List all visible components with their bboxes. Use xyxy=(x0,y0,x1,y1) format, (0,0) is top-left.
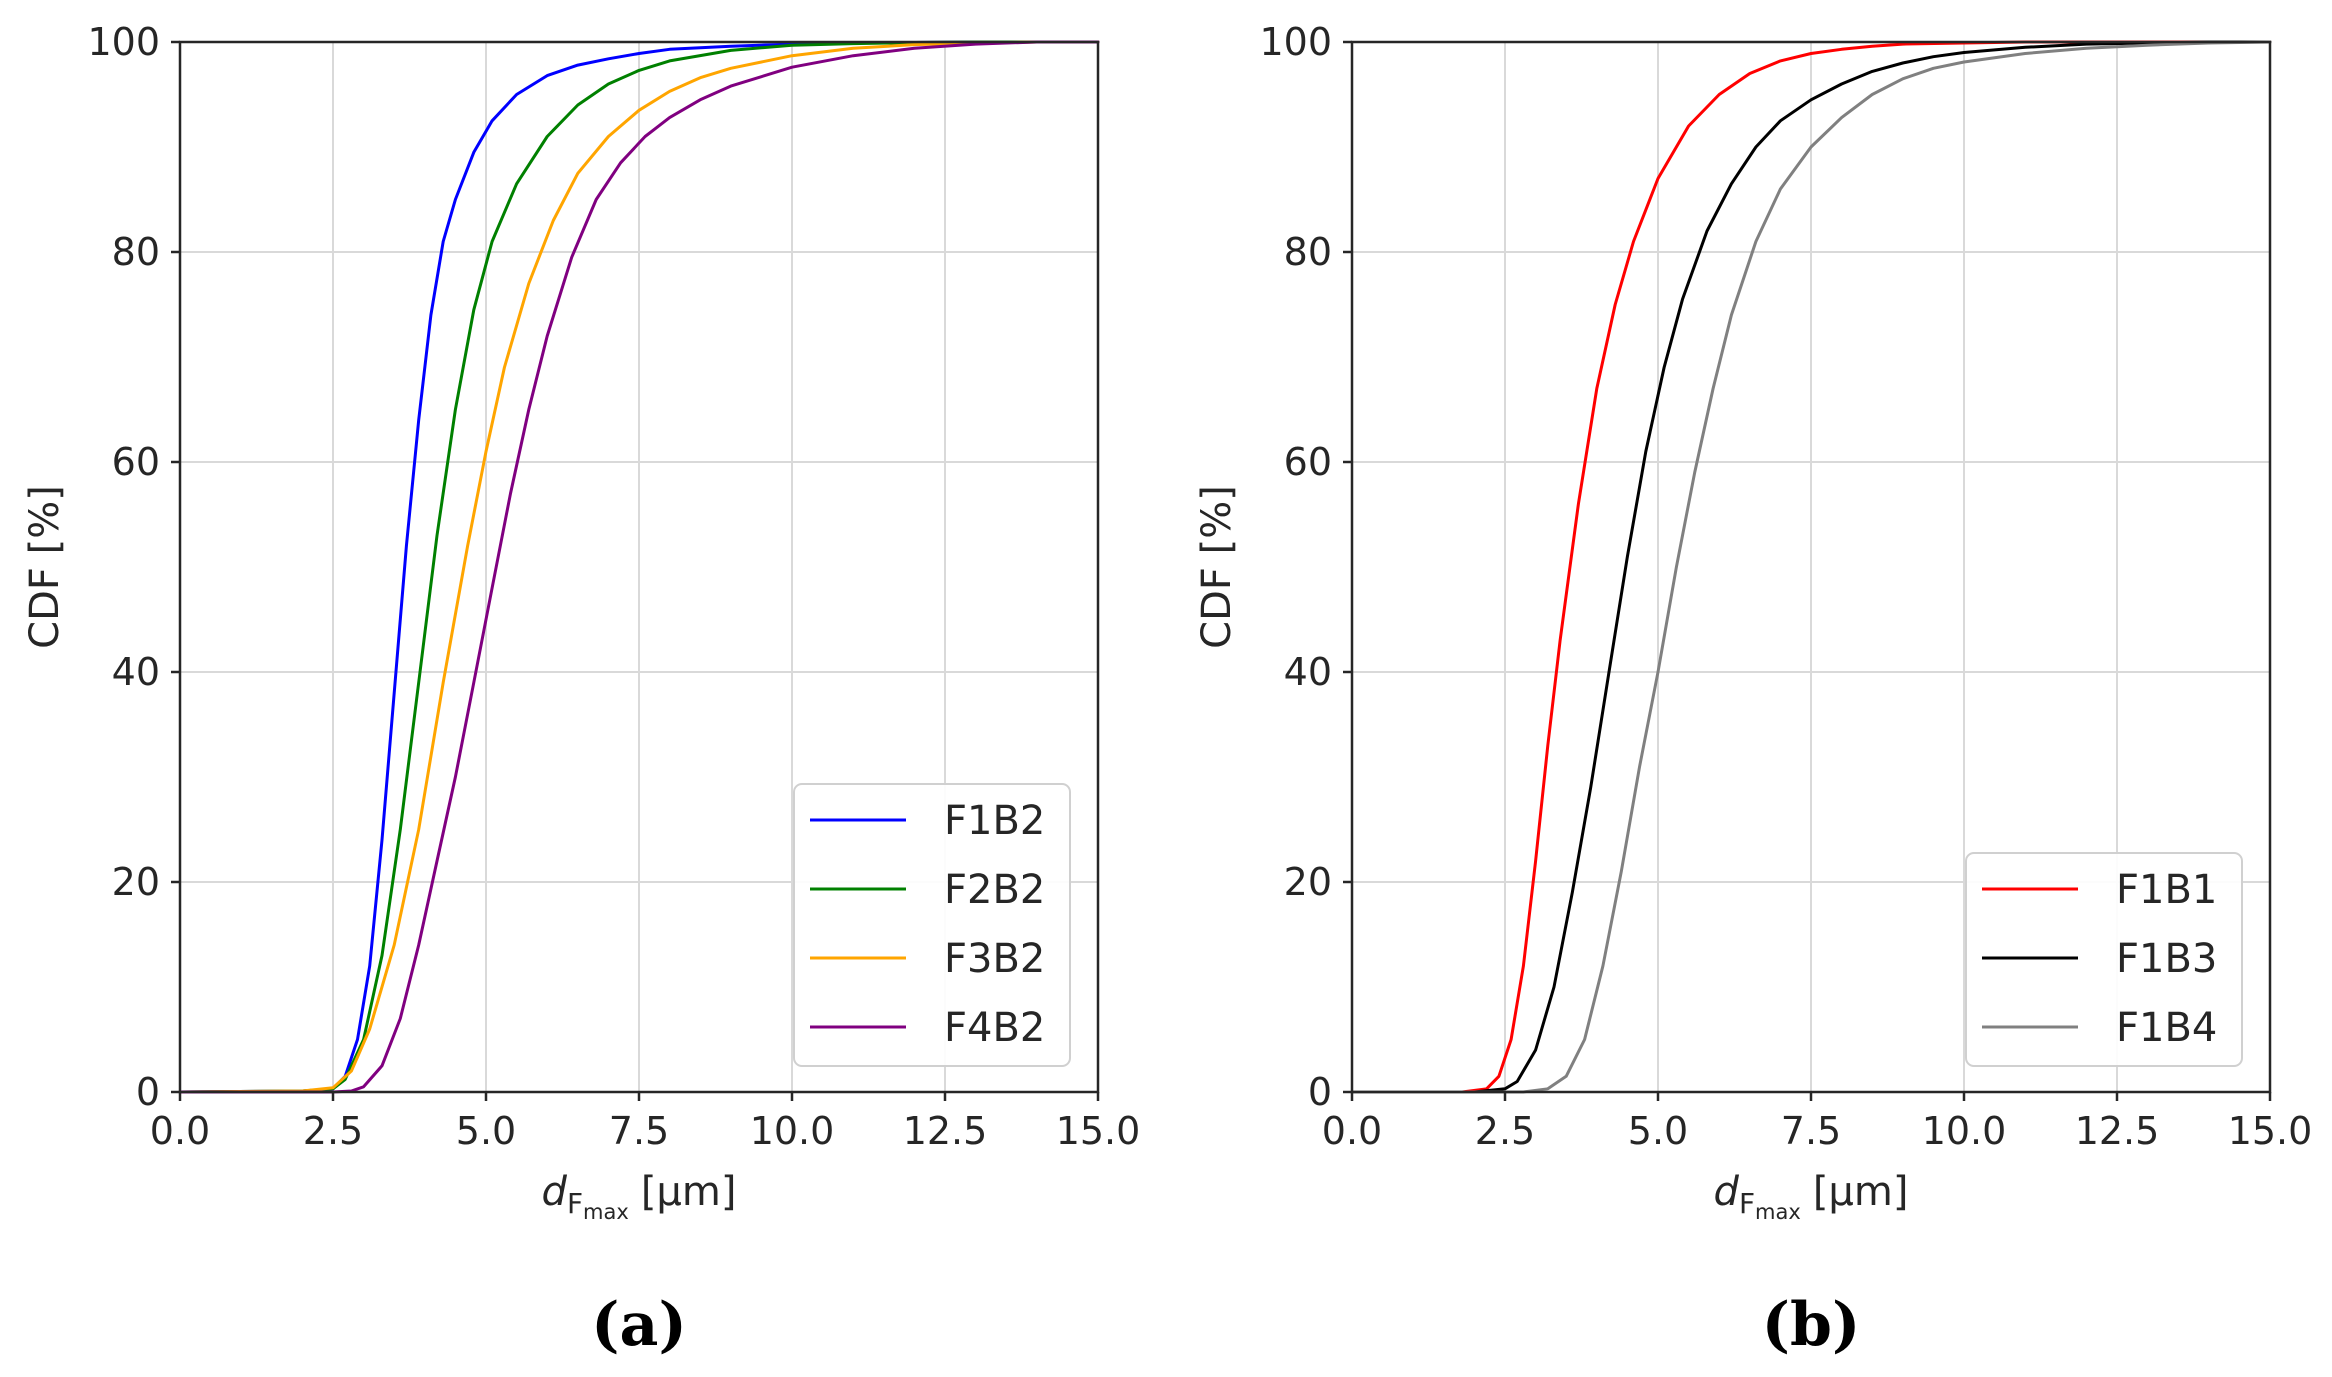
legend-label-f1b1: F1B1 xyxy=(2116,867,2217,913)
legend-label-f2b2: F2B2 xyxy=(944,867,1045,913)
series-line-f1b4 xyxy=(1350,40,2272,1094)
legend-a: F1B2 F2B2 F3B2 F4B2 xyxy=(793,783,1071,1067)
x-tick-label-a-3: 7.5 xyxy=(609,1109,669,1153)
x-axis-label-unit-a: [µm] xyxy=(641,1169,737,1215)
caption-b: (b) xyxy=(1762,1290,1861,1360)
x-axis-label-symbol-a: d xyxy=(542,1169,568,1215)
legend-b: F1B1 F1B3 F1B4 xyxy=(1965,852,2243,1067)
legend-label-f4b2: F4B2 xyxy=(944,1005,1045,1051)
x-axis-label-subsub-a: max xyxy=(583,1200,629,1224)
legend-label-f1b2: F1B2 xyxy=(944,798,1045,844)
legend-label-f3b2: F3B2 xyxy=(944,936,1045,982)
x-tick-label-a-1: 2.5 xyxy=(303,1109,363,1153)
x-tick-label-b-3: 7.5 xyxy=(1781,1109,1841,1153)
x-tick-label-b-6: 15.0 xyxy=(2228,1109,2313,1153)
y-tick-label-a-0: 0 xyxy=(136,1070,160,1114)
y-axis-label-b: CDF [%] xyxy=(1194,485,1240,649)
caption-a: (a) xyxy=(591,1290,687,1360)
chart-panel-a: 0.0 2.5 5.0 7.5 10.0 12.5 15.0 0 20 40 60 80 100 CDF… xyxy=(22,20,1140,1360)
y-tick-label-a-4: 80 xyxy=(112,230,160,274)
x-axis-label-subsub-b: max xyxy=(1755,1200,1801,1224)
y-tick-label-a-3: 60 xyxy=(112,440,160,484)
x-axis-label-sub-b: F xyxy=(1739,1187,1755,1220)
legend-label-f1b3: F1B3 xyxy=(2116,936,2217,982)
series-group-a xyxy=(178,40,1100,1094)
x-axis-label-unit-b: [µm] xyxy=(1813,1169,1909,1215)
x-axis-label-sub-a: F xyxy=(567,1187,583,1220)
legend-box-b xyxy=(1965,852,2243,1067)
x-tick-label-b-0: 0.0 xyxy=(1322,1109,1382,1153)
series-line-f3b2 xyxy=(178,40,1100,1094)
x-tick-label-a-2: 5.0 xyxy=(456,1109,516,1153)
x-tick-label-b-4: 10.0 xyxy=(1922,1109,2007,1153)
x-tick-label-a-4: 10.0 xyxy=(750,1109,835,1153)
chart-panel-b: 0.0 2.5 5.0 7.5 10.0 12.5 15.0 0 20 40 60 80 100 CDF… xyxy=(1194,20,2312,1360)
y-tick-label-b-4: 80 xyxy=(1284,230,1332,274)
x-axis-label-a: dFmax [µm] xyxy=(542,1169,737,1224)
y-axis-label-a: CDF [%] xyxy=(22,485,68,649)
x-tick-label-b-5: 12.5 xyxy=(2075,1109,2160,1153)
legend-label-f1b4: F1B4 xyxy=(2116,1005,2217,1051)
ticks-b: 0.0 2.5 5.0 7.5 10.0 12.5 15.0 0 20 40 60 80 100 xyxy=(1259,20,2312,1153)
y-tick-label-b-1: 20 xyxy=(1284,860,1332,904)
x-tick-label-a-0: 0.0 xyxy=(150,1109,210,1153)
x-tick-label-a-5: 12.5 xyxy=(903,1109,988,1153)
y-tick-label-b-3: 60 xyxy=(1284,440,1332,484)
series-line-f4b2 xyxy=(178,40,1100,1094)
y-tick-label-a-1: 20 xyxy=(112,860,160,904)
y-tick-label-b-0: 0 xyxy=(1308,1070,1332,1114)
x-axis-label-symbol-b: d xyxy=(1714,1169,1740,1215)
y-tick-label-a-2: 40 xyxy=(112,650,160,694)
y-tick-label-b-5: 100 xyxy=(1259,20,1332,64)
x-tick-label-a-6: 15.0 xyxy=(1056,1109,1141,1153)
x-tick-label-b-2: 5.0 xyxy=(1628,1109,1688,1153)
y-tick-label-a-5: 100 xyxy=(87,20,160,64)
x-tick-label-b-1: 2.5 xyxy=(1475,1109,1535,1153)
series-line-f1b3 xyxy=(1350,40,2272,1094)
ticks-a: 0.0 2.5 5.0 7.5 10.0 12.5 15.0 0 20 40 60 80 100 xyxy=(87,20,1140,1153)
legend-box-a xyxy=(793,783,1071,1067)
y-tick-label-b-2: 40 xyxy=(1284,650,1332,694)
x-axis-label-b: dFmax [µm] xyxy=(1714,1169,1909,1224)
